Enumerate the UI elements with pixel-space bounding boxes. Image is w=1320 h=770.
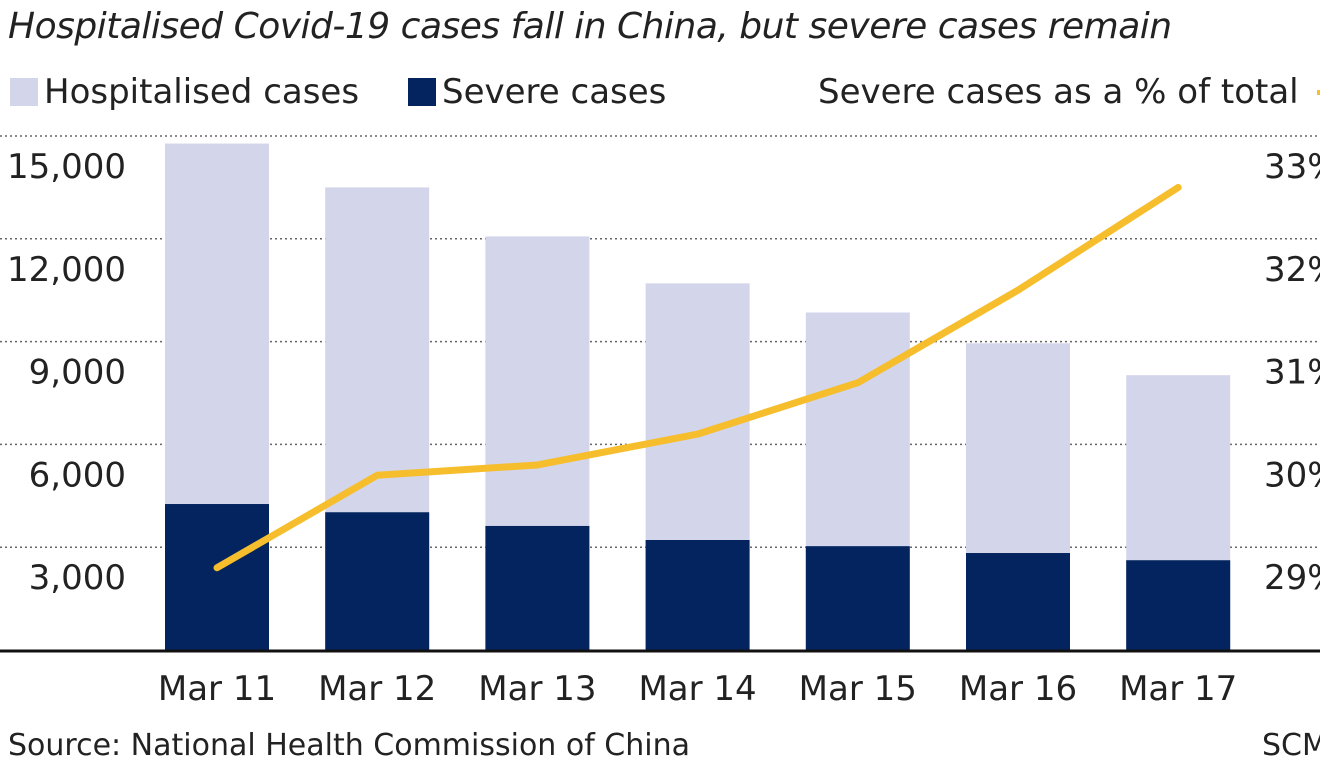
legend-swatch-severe: [408, 78, 436, 106]
y-tick-left: 9,000: [29, 353, 126, 393]
y-tick-right: 32%: [1264, 250, 1320, 290]
y-tick-right: 33%: [1264, 147, 1320, 187]
chart-title: Hospitalised Covid-19 cases fall in Chin…: [8, 6, 1172, 47]
bar-severe: [645, 540, 750, 650]
credit: SCMP: [1262, 728, 1320, 763]
legend-label: Severe cases as a % of total: [818, 72, 1299, 112]
legend-severe: Severe cases: [408, 72, 666, 112]
bar-severe: [805, 546, 910, 650]
y-tick-left: 15,000: [7, 147, 126, 187]
x-tick-label: Mar 14: [638, 669, 756, 709]
legend-swatch-hospitalised: [10, 78, 38, 106]
x-tick-label: Mar 17: [1119, 669, 1237, 709]
y-tick-left: 3,000: [29, 558, 126, 598]
x-tick-label: Mar 15: [799, 669, 917, 709]
x-tick-label: Mar 12: [318, 669, 436, 709]
y-tick-right: 31%: [1264, 353, 1320, 393]
x-tick-label: Mar 11: [158, 669, 276, 709]
bar-severe: [325, 512, 430, 650]
legend-percent: Severe cases as a % of total: [818, 72, 1320, 112]
bar-severe: [165, 504, 269, 650]
y-tick-right: 30%: [1264, 455, 1320, 495]
y-tick-left: 12,000: [7, 250, 126, 290]
legend-line-swatch: [1316, 89, 1320, 95]
y-tick-right: 29%: [1264, 558, 1320, 598]
line-severe-percent: [213, 183, 1182, 572]
y-tick-left: 6,000: [29, 455, 126, 495]
legend-label: Severe cases: [442, 72, 667, 112]
source-note: Source: National Health Commission of Ch…: [8, 728, 691, 763]
x-tick-label: Mar 16: [959, 669, 1077, 709]
legend-label: Hospitalised cases: [44, 72, 360, 112]
bar-severe: [485, 525, 590, 650]
bar-severe: [1126, 560, 1231, 650]
x-tick-label: Mar 13: [478, 669, 596, 709]
legend-hospitalised: Hospitalised cases: [10, 72, 359, 112]
bar-severe: [966, 553, 1070, 650]
